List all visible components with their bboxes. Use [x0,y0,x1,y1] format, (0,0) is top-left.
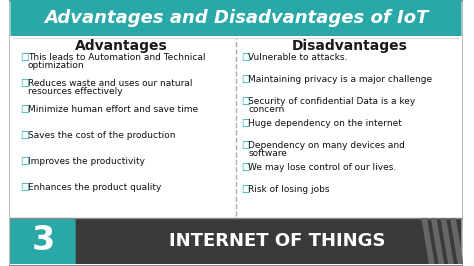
Text: concern: concern [248,105,285,114]
Text: Reduces waste and uses our natural: Reduces waste and uses our natural [27,79,192,88]
Text: Disadvantages: Disadvantages [292,39,407,53]
Text: Dependency on many devices and: Dependency on many devices and [248,141,405,150]
Text: Minimize human effort and save time: Minimize human effort and save time [27,105,198,114]
Text: We may lose control of our lives.: We may lose control of our lives. [248,163,397,172]
Text: ☐: ☐ [20,131,29,141]
Text: ☐: ☐ [241,163,249,173]
Text: INTERNET OF THINGS: INTERNET OF THINGS [169,232,385,250]
Text: 3: 3 [31,225,55,257]
Text: Risk of losing jobs: Risk of losing jobs [248,185,330,194]
Text: ☐: ☐ [20,53,29,63]
Text: software: software [248,149,287,158]
Text: Advantages and Disadvantages of IoT: Advantages and Disadvantages of IoT [44,9,428,27]
Text: ☐: ☐ [20,183,29,193]
Polygon shape [421,218,435,264]
Text: ☐: ☐ [20,79,29,89]
Text: Enhances the product quality: Enhances the product quality [27,183,161,192]
Text: resources effectively: resources effectively [27,87,122,96]
Text: ☐: ☐ [241,119,249,129]
Text: This leads to Automation and Technical: This leads to Automation and Technical [27,53,205,62]
Polygon shape [440,218,454,264]
Text: ☐: ☐ [241,75,249,85]
Text: ☐: ☐ [20,105,29,115]
Text: Improves the productivity: Improves the productivity [27,157,145,166]
FancyBboxPatch shape [9,0,464,266]
Text: Saves the cost of the production: Saves the cost of the production [27,131,175,140]
Text: Huge dependency on the internet: Huge dependency on the internet [248,119,402,128]
FancyBboxPatch shape [10,218,76,264]
Text: Vulnerable to attacks.: Vulnerable to attacks. [248,53,348,62]
Text: ☐: ☐ [241,141,249,151]
Text: ☐: ☐ [241,97,249,107]
Text: ☐: ☐ [241,53,249,63]
Text: ☐: ☐ [20,157,29,167]
Polygon shape [450,218,464,264]
Text: ☐: ☐ [241,185,249,195]
FancyBboxPatch shape [10,218,462,264]
Polygon shape [431,218,444,264]
FancyBboxPatch shape [10,0,462,36]
Text: optimization: optimization [27,61,84,70]
Text: Maintaining privacy is a major challenge: Maintaining privacy is a major challenge [248,75,433,84]
Text: Advantages: Advantages [75,39,168,53]
Text: Security of confidential Data is a key: Security of confidential Data is a key [248,97,416,106]
